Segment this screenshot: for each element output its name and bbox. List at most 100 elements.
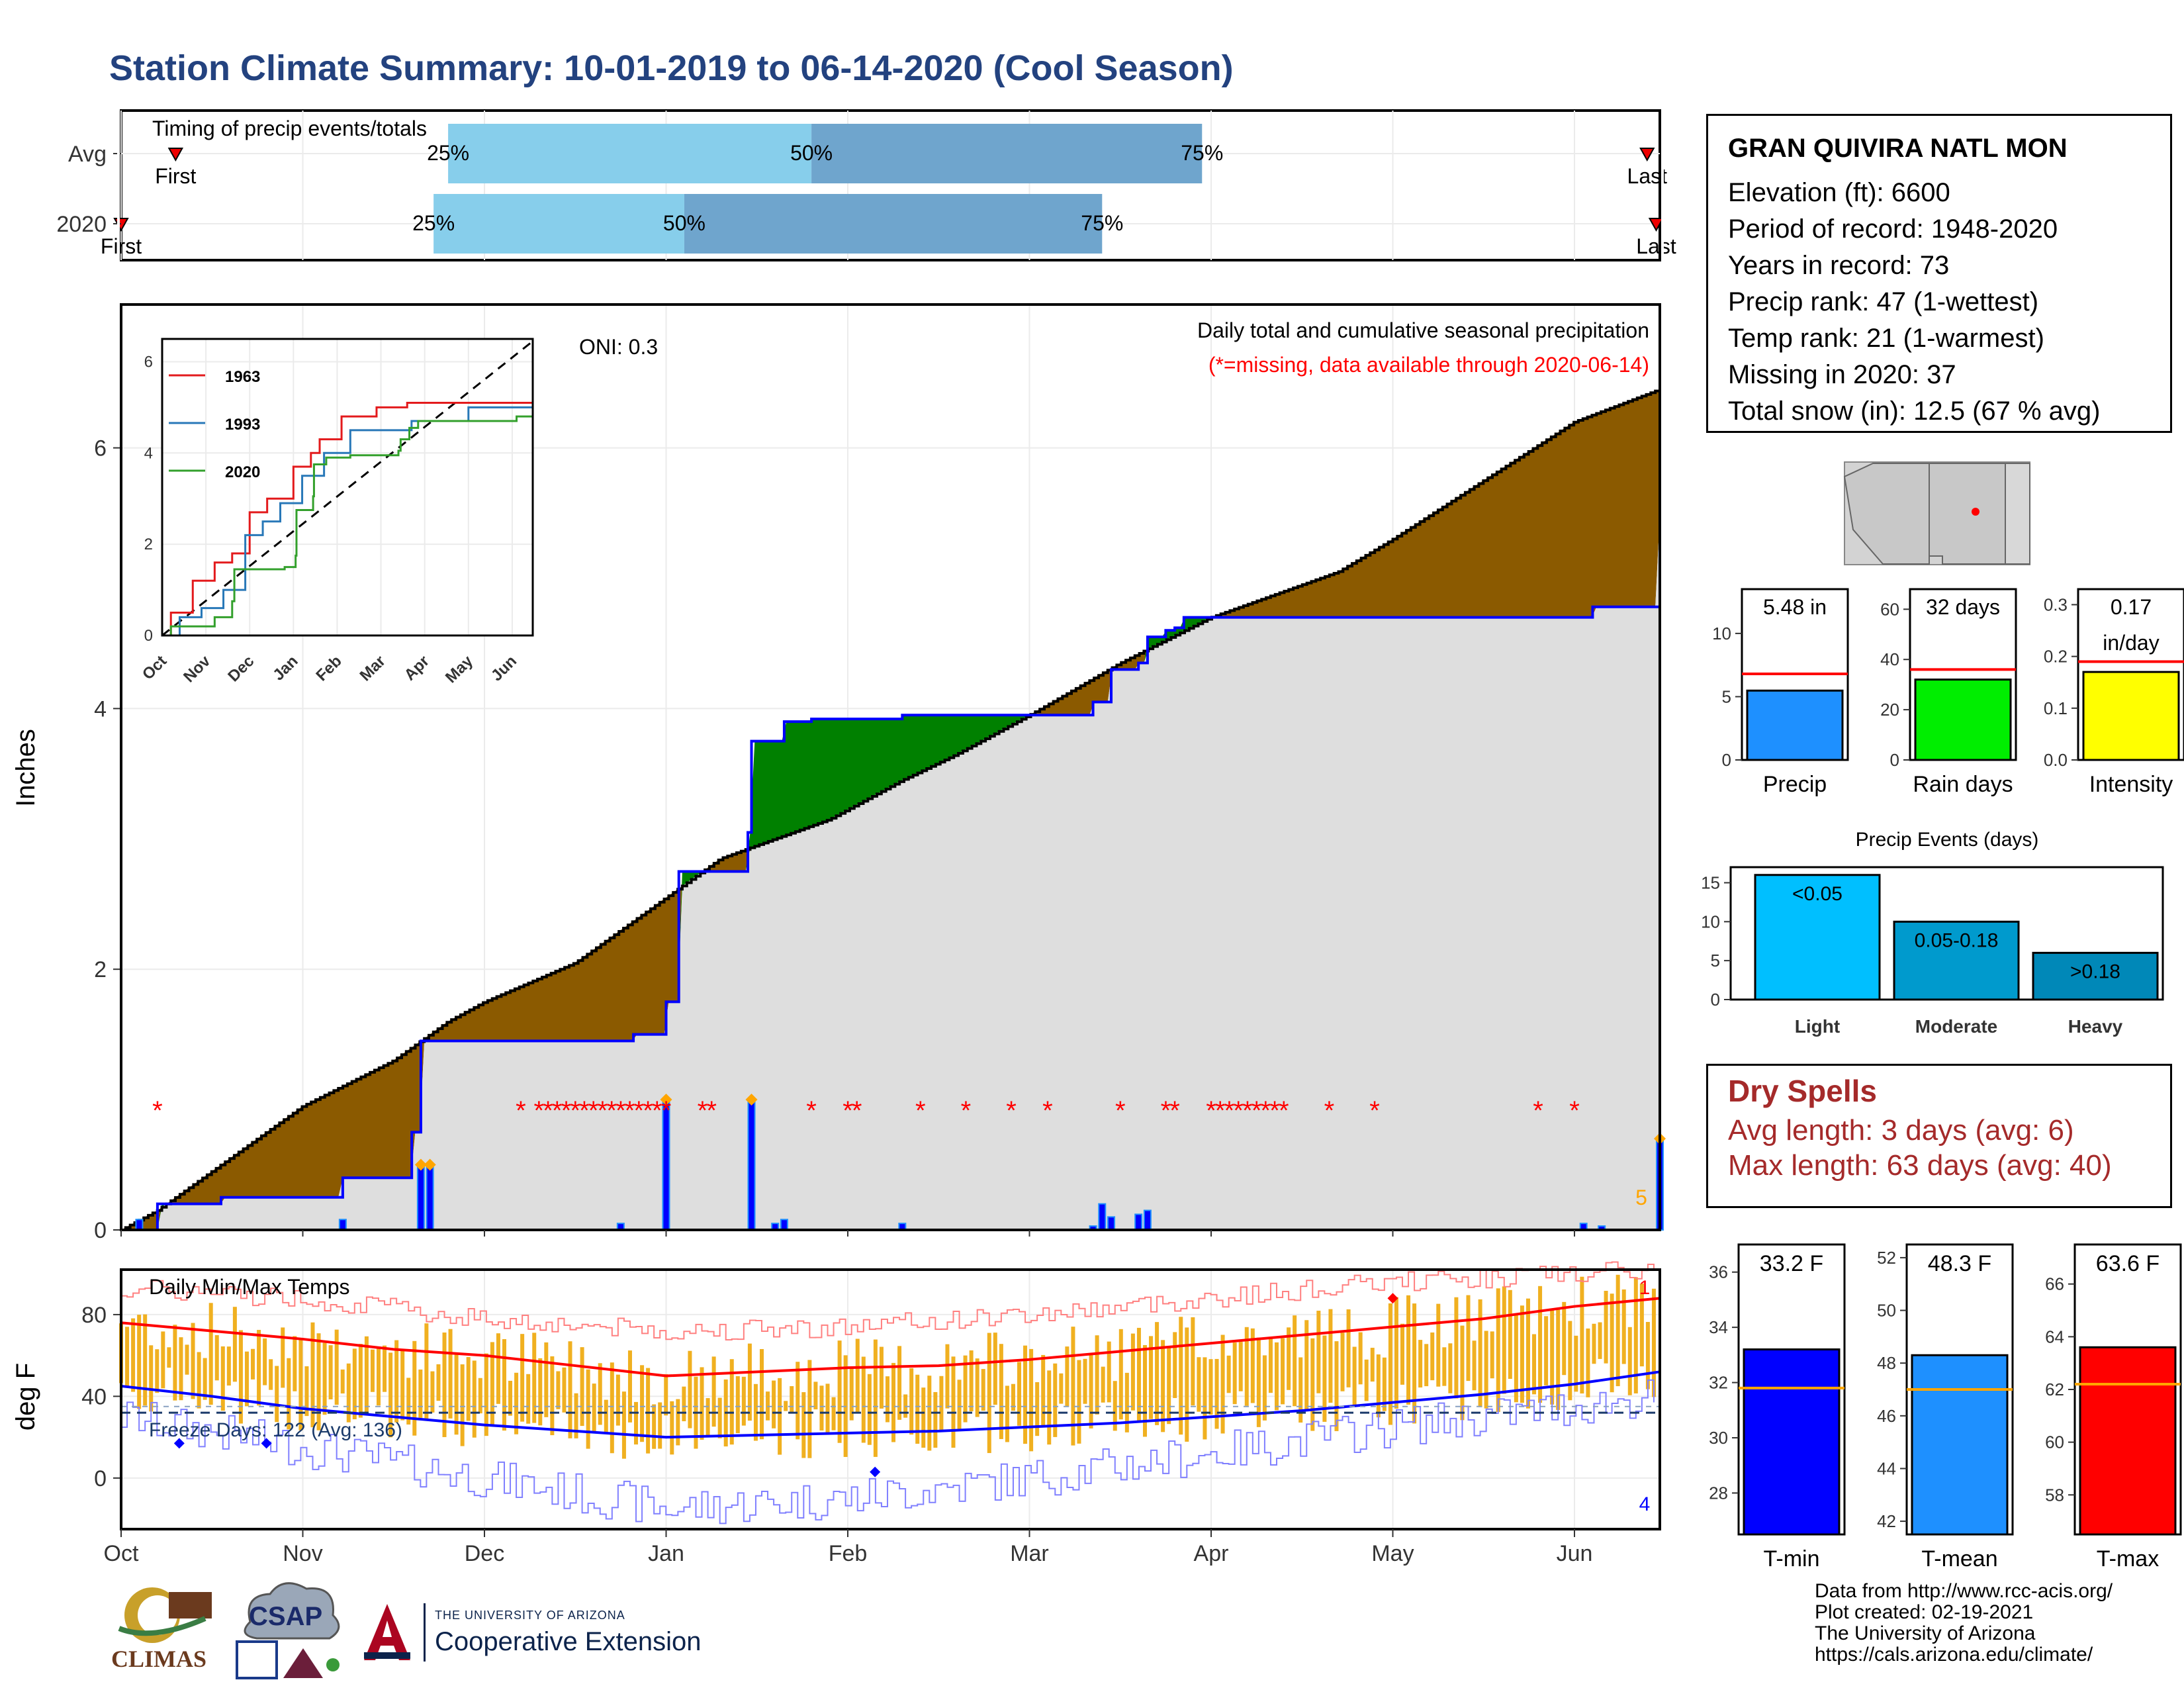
temp-daily-range-bar <box>1238 1342 1243 1391</box>
timing-bar-q50-q75 <box>811 124 1203 183</box>
temp-daily-range-bar <box>1208 1359 1213 1415</box>
temp-daily-range-bar <box>615 1374 620 1426</box>
temp-daily-range-bar <box>610 1362 614 1454</box>
temp-bar-ytick-label: 48 <box>1877 1353 1896 1373</box>
small-bar-ytick-label: 5 <box>1722 686 1731 706</box>
temp-daily-range-bar <box>784 1401 788 1411</box>
temp-daily-range-bar <box>149 1345 154 1412</box>
precip-2020-line <box>121 515 1661 1231</box>
temp-daily-range-bar <box>185 1344 189 1375</box>
temp-daily-range-bar <box>861 1356 866 1443</box>
precip-missing-marker: * <box>652 1096 662 1125</box>
precip-missing-marker: * <box>1215 1096 1226 1125</box>
temp-daily-range-bar <box>1155 1322 1160 1425</box>
precip-missing-marker: * <box>1206 1096 1216 1125</box>
temp-daily-range-bar <box>1615 1274 1620 1387</box>
precip-missing-marker: * <box>625 1096 635 1125</box>
temp-daily-range-bar <box>640 1365 645 1442</box>
temp-daily-range-bar <box>478 1378 482 1414</box>
temp-daily-range-bar <box>1556 1309 1561 1410</box>
temp-daily-range-bar <box>1029 1348 1034 1452</box>
precip-event-bar-label: <0.05 <box>1792 883 1843 905</box>
temp-bar-t-mean <box>1911 1354 2009 1536</box>
temp-daily-range-bar <box>131 1318 136 1392</box>
small-bar-precip <box>1746 689 1844 761</box>
temp-daily-range-bar <box>1544 1316 1549 1385</box>
temp-daily-range-bar <box>334 1329 339 1405</box>
temp-daily-range-bar <box>1244 1327 1249 1406</box>
temp-daily-range-bar <box>592 1383 596 1432</box>
temp-daily-range-bar <box>155 1349 159 1393</box>
temp-daily-range-bar <box>700 1367 704 1440</box>
temp-bar-value-label: 48.3 F <box>1928 1251 1991 1276</box>
station-period: Period of record: 1948-2020 <box>1728 214 2058 244</box>
temp-daily-range-bar <box>257 1330 261 1406</box>
precip-daily-bar <box>1098 1203 1107 1231</box>
temp-daily-range-bar <box>1520 1305 1524 1403</box>
temp-daily-range-bar <box>251 1348 255 1380</box>
temp-daily-range-bar <box>790 1386 794 1413</box>
timing-bar-q25-q50 <box>448 124 812 183</box>
temp-daily-range-bar <box>1293 1315 1297 1407</box>
inset-series-1963 <box>162 401 532 637</box>
temp-daily-range-bar <box>825 1383 830 1435</box>
temp-daily-range-bar <box>873 1339 878 1457</box>
temp-daily-range-bar <box>1496 1288 1500 1413</box>
precip-daily-bar <box>135 1219 144 1231</box>
precip-missing-marker: * <box>1242 1096 1253 1125</box>
temp-daily-range-bar <box>1232 1342 1237 1405</box>
precip-event-bar-light <box>1754 874 1881 1001</box>
temp-daily-range-bar <box>1358 1332 1363 1385</box>
temp-daily-range-bar <box>1142 1344 1147 1437</box>
inset-ytick-label: 6 <box>144 353 153 371</box>
temp-daily-range-bar <box>394 1340 399 1423</box>
temp-bar-t-min <box>1743 1348 1841 1536</box>
temp-daily-range-bar <box>406 1378 411 1425</box>
temp-daily-range-bar <box>1568 1321 1572 1401</box>
dry-spells-avg: Avg length: 3 days (avg: 6) <box>1728 1114 2074 1147</box>
ua-big-text: Cooperative Extension <box>435 1627 702 1656</box>
temp-daily-range-bar <box>472 1360 477 1438</box>
timing-first-label: First <box>155 164 196 188</box>
precip-event-bar-moderate <box>1893 920 2020 1001</box>
temp-daily-range-bar <box>191 1323 195 1399</box>
precip-average-line <box>121 389 1661 1231</box>
temp-daily-range-bar <box>867 1374 872 1445</box>
precip-daily-bar <box>1143 1209 1152 1231</box>
temp-daily-range-bar <box>514 1372 519 1434</box>
temp-daily-range-bar <box>1059 1373 1064 1404</box>
temp-daily-range-bar <box>1071 1327 1075 1446</box>
temp-daily-range-bar <box>891 1362 896 1442</box>
temp-bar-ytick-label: 42 <box>1877 1511 1896 1531</box>
temp-daily-range-bar <box>879 1346 884 1409</box>
temp-daily-range-bar <box>1364 1359 1369 1401</box>
precip-missing-marker: * <box>516 1096 526 1125</box>
small-bar-ytick-label: 0.1 <box>2044 698 2068 718</box>
temp-daily-range-bar <box>987 1333 991 1454</box>
precip-missing-marker: * <box>852 1096 862 1125</box>
temp-daily-range-bar <box>1179 1317 1183 1435</box>
temp-daily-range-bar <box>436 1364 441 1401</box>
temp-bar-ytick-label: 44 <box>1877 1458 1896 1478</box>
precip-events-ytick-label: 10 <box>1701 912 1720 931</box>
precip-ytick-label: 6 <box>94 436 107 461</box>
temp-daily-range-bar <box>1287 1327 1291 1390</box>
temp-daily-range-bar <box>1017 1362 1022 1426</box>
small-bar-ytick-label: 10 <box>1712 624 1731 643</box>
climas-logo: CLIMAS <box>106 1579 218 1675</box>
temp-daily-range-bar <box>1023 1345 1028 1444</box>
temp-daily-range-bar <box>1418 1340 1423 1388</box>
temp-daily-range-bar <box>1005 1385 1009 1442</box>
temp-daily-range-bar <box>293 1336 297 1391</box>
temp-daily-range-bar <box>1580 1276 1584 1394</box>
temp-daily-range-bar <box>173 1325 177 1401</box>
temp-daily-range-bar <box>849 1367 854 1421</box>
small-bar-value-label: 0.17 <box>2111 595 2152 619</box>
temp-bar-value-label: 63.6 F <box>2096 1251 2160 1276</box>
timing-bar-q25-q50 <box>433 194 684 254</box>
temp-daily-range-bar <box>454 1354 459 1435</box>
temp-daily-range-bar <box>688 1350 692 1429</box>
temp-daily-range-bar <box>304 1366 309 1417</box>
inset-ytick-label: 2 <box>144 536 153 553</box>
